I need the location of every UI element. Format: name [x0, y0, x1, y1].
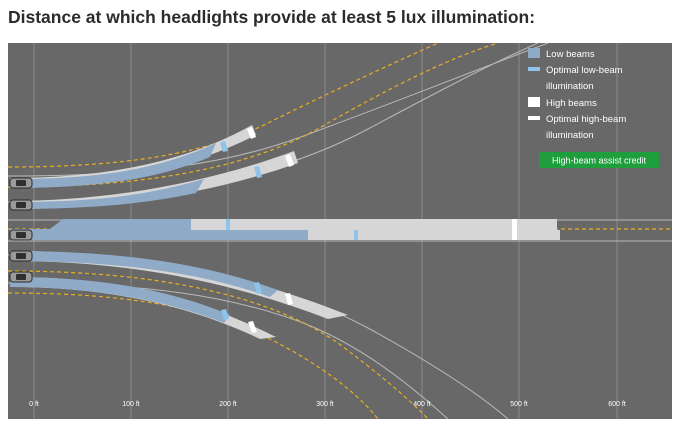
car-icons: [9, 177, 33, 283]
low-beam-center: [10, 219, 308, 240]
high-beam-assist-credit-badge: High-beam assist credit: [539, 152, 659, 168]
legend-swatch-high-beams: [528, 97, 540, 107]
legend-label-optimal-high-beam-2: illumination: [546, 130, 594, 141]
axis-tick-labels: 0 ft 100 ft 200 ft 300 ft 400 ft 500 ft …: [29, 401, 626, 408]
car-icon: [9, 229, 33, 241]
tick-label: 600 ft: [608, 401, 626, 408]
legend: Low beams Optimal low-beam illumination …: [528, 48, 626, 141]
tick-label: 400 ft: [413, 401, 431, 408]
legend-label-optimal-high-beam: Optimal high-beam: [546, 114, 626, 125]
tick-label: 300 ft: [316, 401, 334, 408]
legend-label-low-beams: Low beams: [546, 49, 595, 60]
legend-swatch-optimal-high-beam: [528, 116, 540, 120]
legend-swatch-low-beams: [528, 48, 540, 58]
low-beam-lower-left: [10, 277, 230, 323]
tick-label: 500 ft: [510, 401, 528, 408]
car-icon: [9, 199, 33, 211]
legend-label-optimal-low-beam-2: illumination: [546, 81, 594, 92]
high-beam-center-lower: [308, 230, 560, 240]
page-title: Distance at which headlights provide at …: [8, 7, 536, 27]
low-beam-upper-right: [10, 179, 204, 209]
car-icon: [9, 250, 33, 262]
car-icon: [9, 177, 33, 189]
legend-swatch-optimal-low-beam: [528, 67, 540, 71]
high-beam-center: [191, 219, 557, 230]
legend-label-high-beams: High beams: [546, 98, 597, 109]
legend-label-optimal-low-beam: Optimal low-beam: [546, 65, 623, 76]
tick-label: 0 ft: [29, 401, 39, 408]
car-icon: [9, 271, 33, 283]
low-beam-lower-right: [10, 251, 278, 297]
tick-label: 200 ft: [219, 401, 237, 408]
credit-badge-label: High-beam assist credit: [552, 156, 647, 166]
optimal-high-beam-markers: [247, 127, 517, 333]
optimal-low-beam-markers: [220, 141, 358, 320]
headlight-diagram: Low beams Optimal low-beam illumination …: [8, 43, 672, 419]
tick-label: 100 ft: [122, 401, 140, 408]
